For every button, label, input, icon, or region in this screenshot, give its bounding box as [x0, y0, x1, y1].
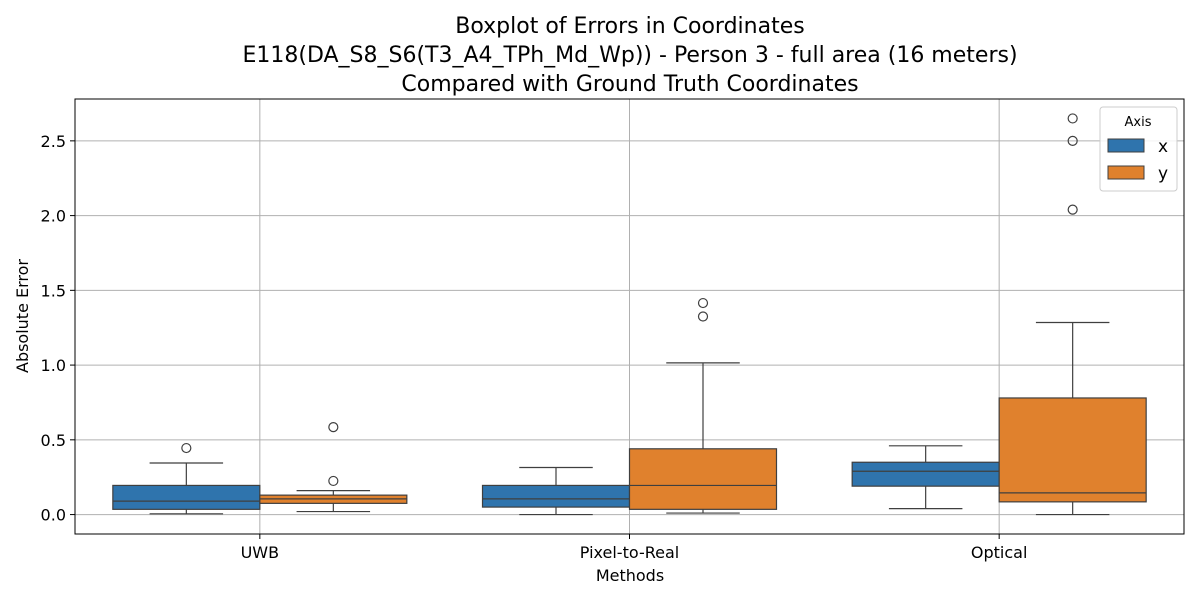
iqr-box — [998, 397, 1147, 503]
legend-swatch-x — [1107, 138, 1145, 153]
box-x-optical — [851, 445, 1000, 510]
x-axis-ticks: UWB Pixel-to-Real Optical — [241, 534, 1028, 562]
y-tick-label: 0.0 — [41, 506, 66, 525]
outlier-point — [1067, 135, 1078, 146]
y-tick-label: 2.5 — [41, 132, 66, 151]
box-y-uwb — [259, 422, 408, 513]
x-tick-label: Optical — [971, 543, 1028, 562]
box-x-pixel-to-real — [481, 466, 631, 516]
x-tick-label: UWB — [241, 543, 280, 562]
y-tick-label: 1.0 — [41, 356, 66, 375]
y-axis-ticks: 0.0 0.5 1.0 1.5 2.0 2.5 — [41, 132, 75, 525]
legend-swatch-y — [1107, 165, 1145, 180]
outlier-point — [181, 442, 192, 454]
outlier-point — [328, 422, 339, 433]
boxes — [112, 113, 1147, 516]
iqr-box — [628, 448, 778, 510]
title-line-3: Compared with Ground Truth Coordinates — [401, 72, 858, 97]
chart-title: Boxplot of Errors in Coordinates E118(DA… — [242, 14, 1017, 97]
legend-label-y: y — [1158, 164, 1168, 184]
legend-label-x: x — [1158, 137, 1168, 157]
legend-title: Axis — [1125, 115, 1152, 130]
title-line-2: E118(DA_S8_S6(T3_A4_TPh_Md_Wp)) - Person… — [242, 43, 1017, 68]
box-y-optical — [998, 113, 1147, 516]
outlier-point — [1067, 204, 1078, 215]
iqr-box — [481, 484, 631, 508]
y-tick-label: 0.5 — [41, 431, 66, 450]
x-axis-label: Methods — [596, 566, 664, 585]
box-y-pixel-to-real — [628, 297, 778, 514]
iqr-box — [851, 461, 1000, 487]
y-tick-label: 2.0 — [41, 207, 66, 226]
x-tick-label: Pixel-to-Real — [580, 543, 679, 562]
y-axis-label: Absolute Error — [13, 259, 32, 373]
iqr-box — [112, 484, 261, 510]
y-tick-label: 1.5 — [41, 281, 66, 300]
outlier-point — [697, 311, 709, 322]
legend: Axis x y — [1099, 106, 1178, 192]
outlier-point — [328, 475, 339, 487]
outlier-point — [1067, 113, 1078, 124]
box-x-uwb — [112, 442, 261, 515]
gridlines — [75, 99, 1184, 534]
title-line-1: Boxplot of Errors in Coordinates — [455, 14, 804, 39]
outlier-point — [697, 297, 709, 309]
